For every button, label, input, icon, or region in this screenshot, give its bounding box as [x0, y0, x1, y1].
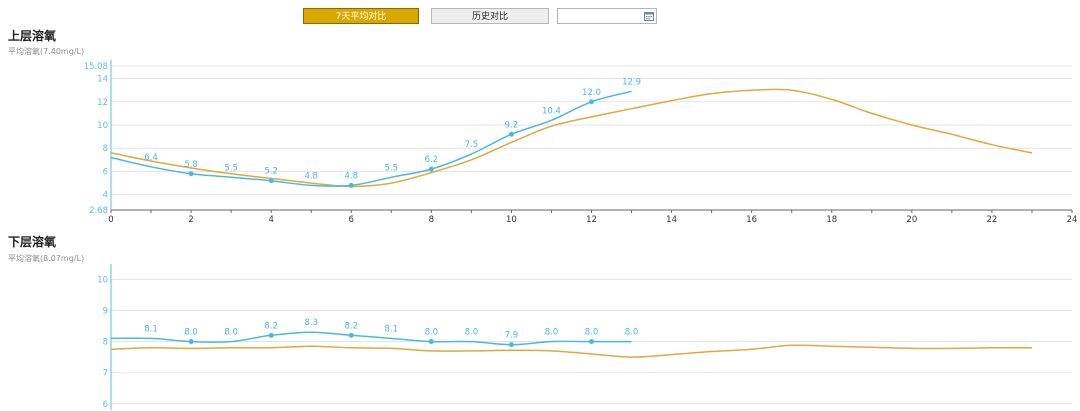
upper-data-label: 12.0 — [582, 88, 601, 98]
upper-data-label: 5.5 — [224, 163, 238, 173]
upper-x-tick-label: 14 — [666, 215, 677, 225]
upper-x-tick-label: 6 — [349, 215, 354, 225]
upper-data-label: 12.9 — [622, 77, 641, 87]
lower-average-line — [110, 344, 1033, 358]
upper-y-tick-label: 12 — [97, 98, 108, 108]
lower-data-label: 8.0 — [425, 328, 439, 338]
upper-y-tick-label: 4 — [103, 191, 108, 201]
calendar-icon[interactable] — [644, 11, 654, 21]
lower-data-label: 8.0 — [224, 328, 238, 338]
upper-data-label: 9.2 — [505, 120, 519, 130]
upper-x-tick-label: 20 — [906, 215, 917, 225]
upper-x-tick-label: 16 — [746, 215, 757, 225]
upper-x-tick-label: 22 — [987, 215, 998, 225]
upper-data-point — [268, 178, 274, 184]
lower-data-label: 8.0 — [184, 328, 198, 338]
upper-data-point — [508, 131, 514, 137]
toolbar: 7天平均对比 历史对比 — [0, 8, 1080, 26]
upper-data-point — [589, 99, 594, 105]
lower-y-tick-label: 9 — [103, 306, 108, 316]
lower-data-point — [188, 339, 194, 345]
lower-data-point — [508, 342, 514, 348]
upper-data-label: 5.5 — [385, 163, 399, 173]
lower-actual-line — [110, 331, 632, 346]
upper-y-tick-label: 10 — [97, 121, 108, 131]
lower-data-point — [268, 332, 274, 338]
upper-actual-line — [110, 90, 632, 187]
upper-data-label: 4.8 — [304, 171, 318, 181]
lower-data-point — [589, 339, 594, 345]
upper-y-tick-label: 2.68 — [89, 206, 108, 216]
upper-data-label: 6.2 — [425, 155, 439, 165]
upper-x-tick-label: 0 — [108, 215, 113, 225]
lower-data-label: 8.3 — [304, 318, 318, 328]
lower-y-tick-label: 7 — [103, 369, 108, 379]
lower-y-tick-label: 6 — [103, 400, 108, 410]
upper-y-tick-label: 6 — [103, 167, 108, 177]
lower-data-point — [348, 332, 354, 338]
upper-average-line — [110, 88, 1033, 188]
upper-x-tick-label: 4 — [268, 215, 273, 225]
upper-data-point — [348, 182, 354, 188]
upper-y-tick-label: 8 — [103, 144, 108, 154]
lower-data-label: 8.2 — [264, 321, 278, 331]
lower-data-point — [428, 339, 434, 345]
lower-data-label: 7.9 — [505, 331, 519, 341]
upper-data-point — [188, 171, 194, 177]
lower-data-label: 8.0 — [625, 328, 639, 338]
upper-x-tick-label: 18 — [826, 215, 837, 225]
upper-x-tick-label: 12 — [586, 215, 597, 225]
upper-data-label: 5.2 — [264, 167, 278, 177]
lower-data-label: 8.0 — [585, 328, 599, 338]
lower-data-label: 8.0 — [465, 328, 479, 338]
lower-data-label: 8.1 — [144, 324, 158, 334]
date-input[interactable] — [557, 8, 657, 24]
upper-data-label: 4.8 — [344, 171, 358, 181]
upper-section-title: 上层溶氧 — [8, 29, 57, 43]
lower-section-title: 下层溶氧 — [8, 235, 57, 249]
upper-data-label: 5.8 — [184, 160, 198, 170]
upper-data-point — [428, 166, 434, 172]
history-compare-button[interactable]: 历史对比 — [431, 8, 549, 24]
lower-do-chart: 6 7 8 9 10 8.1 8.0 8.0 8.2 8.3 8.2 8.1 8.0 8.0 7.9 8.0 8… — [97, 264, 1072, 410]
seven-day-average-button[interactable]: 7天平均对比 — [303, 8, 419, 24]
upper-data-label: 7.5 — [465, 140, 479, 150]
lower-y-tick-label: 10 — [97, 275, 108, 285]
lower-data-label: 8.2 — [344, 321, 358, 331]
upper-y-tick-label: 14 — [97, 75, 108, 85]
upper-x-tick-label: 24 — [1067, 215, 1078, 225]
lower-y-tick-label: 8 — [103, 338, 108, 348]
upper-x-tick-label: 10 — [506, 215, 517, 225]
upper-section-subtitle: 平均溶氧(7.40mg/L) — [8, 47, 85, 56]
upper-y-tick-label: 15.08 — [84, 62, 108, 72]
upper-x-tick-label: 2 — [188, 215, 193, 225]
lower-section-subtitle: 平均溶氧(8.07mg/L) — [8, 254, 85, 263]
lower-data-label: 8.1 — [385, 324, 399, 334]
upper-data-label: 6.4 — [144, 153, 158, 163]
upper-x-tick-label: 8 — [429, 215, 434, 225]
lower-data-label: 8.0 — [545, 328, 559, 338]
upper-data-label: 10.4 — [542, 106, 561, 116]
